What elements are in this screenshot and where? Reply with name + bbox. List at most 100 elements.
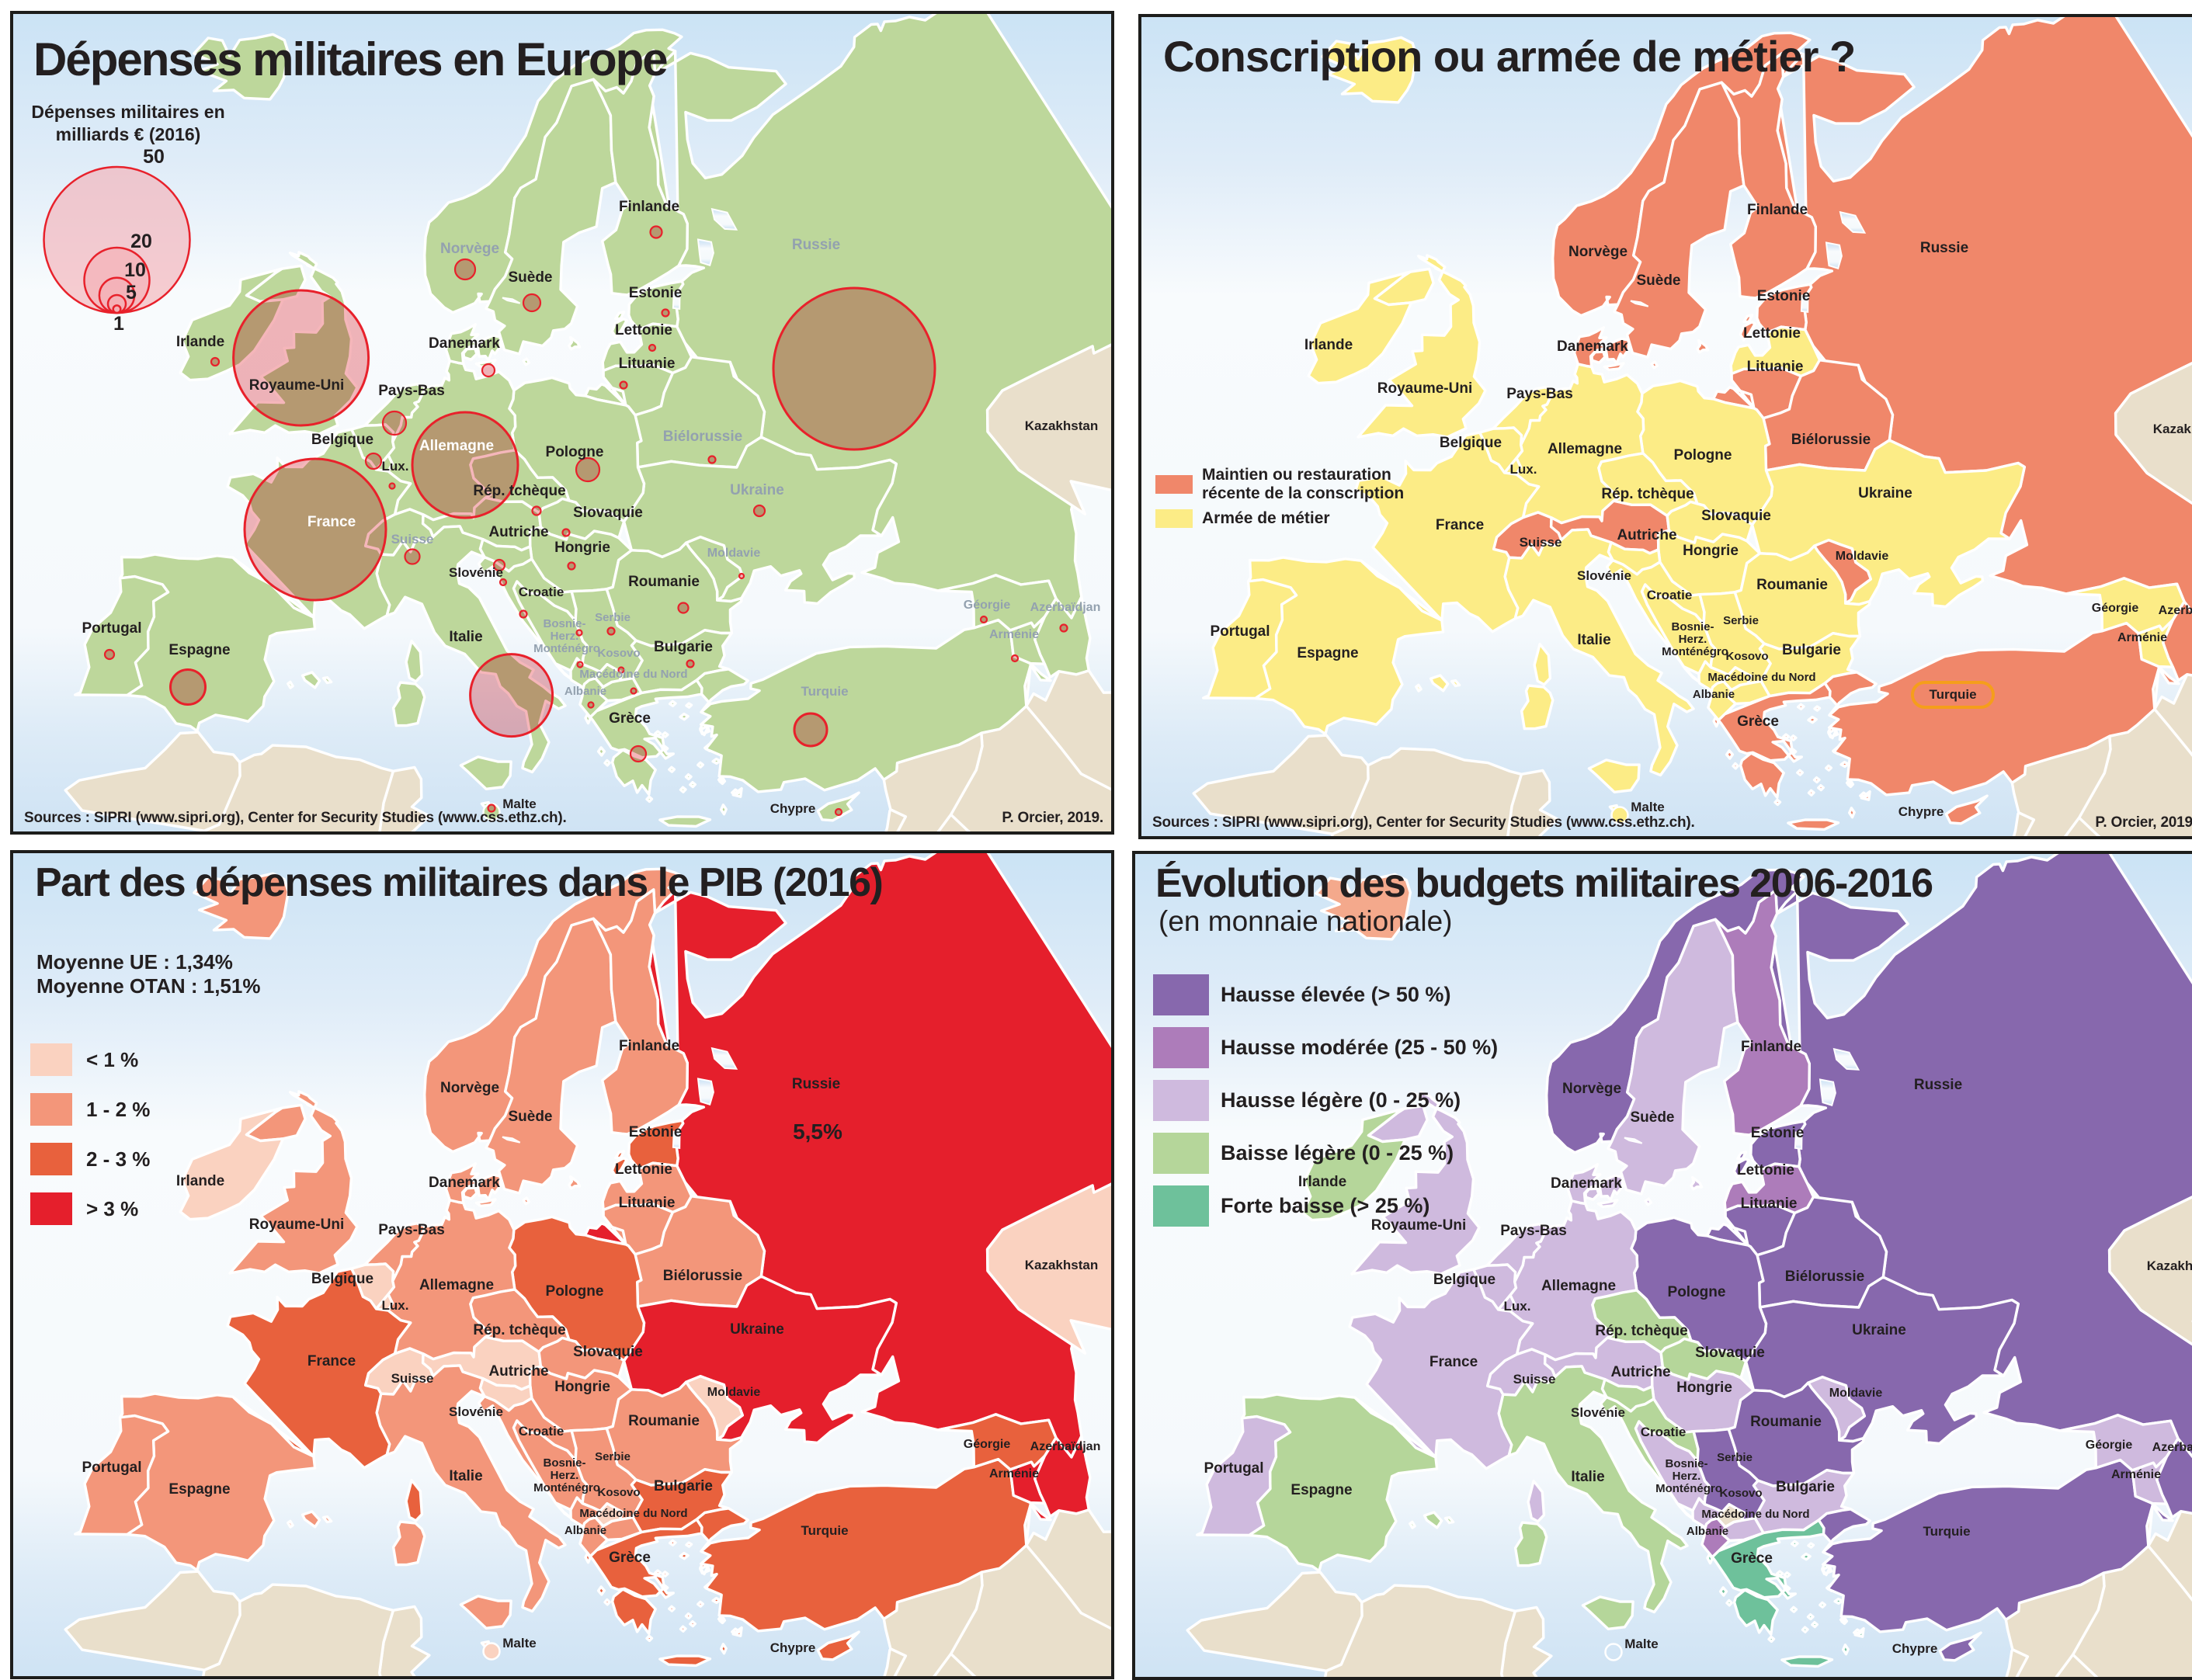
svg-text:Kazakhstan: Kazakhstan [1025,1258,1098,1272]
svg-text:Espagne: Espagne [168,642,230,658]
svg-text:Russie: Russie [792,1076,840,1092]
svg-text:Malte: Malte [502,1636,536,1650]
svg-text:Albanie: Albanie [565,1524,606,1537]
svg-text:Irlande: Irlande [176,1173,224,1189]
svg-text:Autriche: Autriche [1617,527,1676,543]
svg-text:Herz.: Herz. [551,1469,579,1482]
svg-text:Moldavie: Moldavie [1836,550,1889,563]
svg-text:Macédoine du Nord: Macédoine du Nord [579,1507,687,1520]
svg-text:Lituanie: Lituanie [619,1195,676,1211]
svg-text:Ukraine: Ukraine [730,482,784,498]
svg-text:Allemagne: Allemagne [1541,1278,1616,1294]
svg-text:Russie: Russie [1914,1077,1962,1093]
svg-text:Bosnie-: Bosnie- [543,617,585,630]
svg-text:Finlande: Finlande [1747,202,1808,218]
svg-text:Lettonie: Lettonie [615,1161,672,1178]
svg-text:France: France [307,514,356,530]
svg-text:Grèce: Grèce [609,1550,651,1566]
svg-text:Suisse: Suisse [391,1371,434,1386]
svg-text:Bulgarie: Bulgarie [1776,1479,1835,1495]
svg-text:Espagne: Espagne [1291,1482,1352,1498]
svg-text:Bulgarie: Bulgarie [1782,642,1841,658]
svg-text:Finlande: Finlande [619,1038,679,1054]
svg-text:Azerbaïdjan: Azerbaïdjan [2152,1441,2192,1454]
svg-text:Slovénie: Slovénie [449,1404,503,1419]
svg-text:Bosnie-: Bosnie- [543,1456,585,1470]
svg-text:Azerbaïdjan: Azerbaïdjan [1030,601,1101,614]
svg-text:Pologne: Pologne [1668,1284,1726,1300]
svg-text:Rép. tchèque: Rép. tchèque [1601,486,1694,502]
svg-text:5: 5 [126,282,137,304]
svg-text:Lituanie: Lituanie [619,356,676,372]
svg-text:Moldavie: Moldavie [1829,1387,1883,1400]
svg-text:Arménie: Arménie [2117,631,2167,644]
svg-text:Estonie: Estonie [629,1124,683,1140]
svg-text:Albanie: Albanie [565,685,606,698]
svg-text:Roumanie: Roumanie [628,1413,700,1429]
svg-text:Grèce: Grèce [1731,1550,1773,1567]
svg-text:Norvège: Norvège [440,1080,499,1096]
svg-text:Herz.: Herz. [1679,633,1707,646]
svg-text:Pologne: Pologne [546,444,604,460]
svg-text:50: 50 [143,146,165,168]
svg-text:Pays-Bas: Pays-Bas [1500,1223,1567,1239]
svg-text:Chypre: Chypre [1892,1641,1938,1656]
svg-text:Biélorussie: Biélorussie [1791,432,1871,448]
svg-text:Pologne: Pologne [546,1283,604,1300]
svg-text:20: 20 [130,231,152,252]
svg-text:Géorgie: Géorgie [964,1438,1011,1451]
svg-text:Croatie: Croatie [519,1424,565,1439]
svg-text:Turquie: Turquie [801,1523,848,1538]
svg-text:Slovénie: Slovénie [449,565,503,580]
svg-text:Suisse: Suisse [391,532,434,547]
svg-text:Hongrie: Hongrie [1683,543,1739,559]
svg-text:Autriche: Autriche [488,1363,548,1380]
svg-text:Chypre: Chypre [1898,804,1944,819]
svg-text:France: France [307,1353,356,1369]
svg-text:Moldavie: Moldavie [707,547,761,560]
svg-text:Royaume-Uni: Royaume-Uni [249,377,344,394]
svg-text:Pays-Bas: Pays-Bas [378,1222,445,1238]
svg-text:Suède: Suède [508,269,552,286]
svg-text:Malte: Malte [1624,1637,1658,1651]
svg-text:Bosnie-: Bosnie- [1671,620,1714,633]
svg-text:Suisse: Suisse [1520,535,1562,550]
svg-text:Kazakhstan: Kazakhstan [2147,1258,2192,1273]
svg-text:Kosovo: Kosovo [597,1486,640,1499]
svg-text:Biélorussie: Biélorussie [663,429,742,445]
svg-text:Irlande: Irlande [1298,1174,1346,1190]
svg-text:Lettonie: Lettonie [1743,325,1801,342]
svg-text:Herz.: Herz. [1673,1470,1701,1483]
svg-text:Allemagne: Allemagne [1548,441,1622,457]
svg-text:Arménie: Arménie [2111,1468,2161,1481]
svg-text:Russie: Russie [792,237,840,253]
svg-text:Russie: Russie [1920,240,1968,256]
svg-text:Kosovo: Kosovo [1725,650,1768,663]
svg-text:Roumanie: Roumanie [1750,1414,1822,1430]
svg-text:Lux.: Lux. [382,1298,409,1313]
svg-text:Pays-Bas: Pays-Bas [378,383,445,399]
svg-text:Serbie: Serbie [1717,1451,1753,1464]
svg-text:Italie: Italie [449,629,482,645]
svg-text:Azerbaïdjan: Azerbaïdjan [1030,1440,1101,1453]
svg-text:Autriche: Autriche [488,524,548,540]
svg-text:5,5%: 5,5% [793,1119,842,1144]
svg-text:Macédoine du Nord: Macédoine du Nord [1707,671,1815,684]
svg-text:Belgique: Belgique [311,1271,373,1287]
svg-text:Estonie: Estonie [629,285,683,301]
svg-text:Slovaquie: Slovaquie [573,1344,643,1360]
svg-text:Turquie: Turquie [801,684,848,699]
svg-text:Roumanie: Roumanie [1756,577,1828,593]
svg-text:Arménie: Arménie [989,628,1039,641]
svg-text:1: 1 [113,313,124,335]
svg-text:Hongrie: Hongrie [554,540,610,556]
svg-text:Estonie: Estonie [1757,288,1811,304]
svg-text:Suède: Suède [1630,1109,1674,1126]
svg-text:Lituanie: Lituanie [1741,1196,1798,1212]
svg-text:Serbie: Serbie [595,611,631,624]
svg-text:Rép. tchèque: Rép. tchèque [1595,1323,1687,1339]
svg-text:Monténégro: Monténégro [1655,1482,1722,1495]
svg-text:Danemark: Danemark [1557,338,1628,355]
svg-text:Albanie: Albanie [1693,688,1735,701]
svg-text:Allemagne: Allemagne [419,438,494,454]
